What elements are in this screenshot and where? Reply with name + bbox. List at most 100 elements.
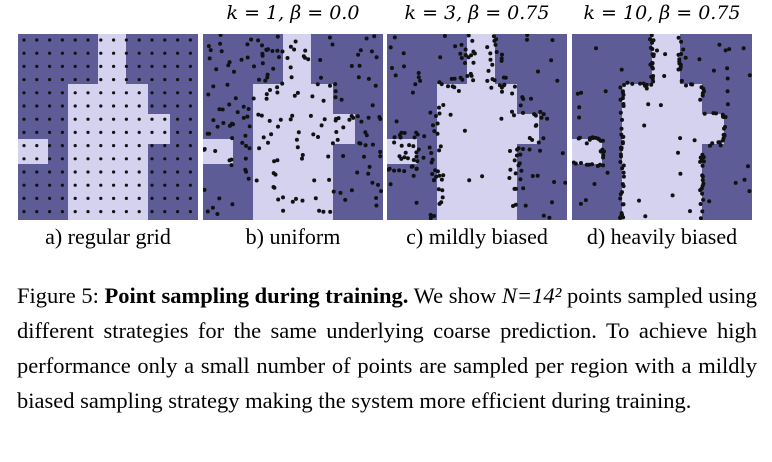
sample-point bbox=[488, 51, 493, 56]
sample-point bbox=[176, 51, 180, 55]
sample-point bbox=[112, 144, 116, 148]
sample-point bbox=[620, 117, 624, 122]
sample-point bbox=[701, 155, 706, 160]
sample-point bbox=[437, 105, 441, 110]
sample-point bbox=[35, 38, 39, 42]
sample-point bbox=[163, 144, 167, 148]
sample-point bbox=[655, 48, 659, 53]
sample-point bbox=[150, 38, 154, 42]
sample-point bbox=[163, 117, 167, 121]
sample-point bbox=[679, 39, 684, 44]
sample-point bbox=[22, 183, 26, 187]
sample-point bbox=[188, 117, 192, 121]
sample-point bbox=[163, 104, 167, 108]
sample-point bbox=[112, 170, 116, 174]
foreground-region bbox=[18, 139, 48, 164]
sample-point bbox=[630, 81, 635, 86]
sample-point bbox=[527, 136, 532, 140]
sample-point bbox=[689, 82, 693, 87]
sample-point bbox=[437, 148, 442, 153]
sample-point bbox=[275, 158, 280, 163]
sample-point bbox=[649, 34, 654, 38]
sample-point bbox=[501, 75, 506, 80]
sample-point bbox=[349, 188, 354, 193]
sample-point bbox=[471, 78, 476, 83]
sample-point bbox=[618, 214, 623, 219]
sample-point bbox=[22, 144, 26, 148]
sample-point bbox=[459, 56, 464, 60]
sample-point bbox=[393, 73, 398, 78]
sample-point bbox=[249, 37, 254, 42]
sample-point bbox=[311, 132, 316, 137]
sample-point bbox=[22, 104, 26, 108]
sample-point bbox=[583, 198, 588, 203]
sample-point bbox=[99, 91, 103, 95]
sample-point bbox=[485, 78, 490, 83]
sample-point bbox=[86, 130, 90, 134]
sample-point bbox=[240, 140, 245, 145]
sample-point bbox=[99, 196, 103, 200]
sample-point bbox=[437, 111, 442, 116]
sample-point bbox=[150, 51, 154, 55]
sample-point bbox=[112, 104, 116, 108]
sample-point bbox=[357, 141, 362, 146]
sample-point bbox=[618, 196, 623, 201]
sample-point bbox=[48, 183, 52, 187]
sample-point bbox=[418, 78, 423, 83]
sample-point bbox=[333, 82, 338, 87]
sample-point bbox=[378, 154, 383, 159]
sample-point bbox=[150, 104, 154, 108]
sample-point bbox=[725, 76, 730, 81]
sample-point bbox=[99, 183, 103, 187]
sample-point bbox=[698, 216, 703, 220]
sample-point bbox=[536, 69, 540, 74]
sample-point bbox=[429, 151, 434, 155]
sample-point bbox=[490, 77, 495, 82]
sample-point bbox=[176, 104, 180, 108]
sample-point bbox=[602, 149, 606, 154]
sample-point bbox=[584, 141, 589, 146]
sample-point bbox=[35, 117, 39, 121]
sample-point bbox=[333, 89, 338, 94]
sample-point bbox=[619, 126, 624, 131]
sample-point bbox=[438, 144, 443, 149]
sample-point bbox=[399, 130, 404, 135]
sample-point bbox=[415, 159, 420, 164]
sample-point bbox=[339, 97, 344, 102]
sample-point bbox=[60, 38, 64, 42]
sample-point bbox=[701, 197, 706, 202]
sample-point bbox=[275, 90, 280, 95]
sample-point bbox=[469, 73, 474, 78]
sample-point bbox=[295, 145, 300, 150]
sample-point bbox=[35, 183, 39, 187]
sampling-plot-b bbox=[203, 34, 383, 220]
sample-point bbox=[264, 92, 269, 97]
sample-point bbox=[137, 130, 141, 134]
sample-point bbox=[538, 109, 543, 114]
sample-point bbox=[648, 37, 652, 42]
sample-point bbox=[702, 111, 707, 116]
sample-point bbox=[73, 64, 77, 68]
sample-point bbox=[335, 137, 340, 142]
sample-point bbox=[338, 190, 343, 195]
sample-point bbox=[411, 173, 416, 178]
sample-point bbox=[700, 174, 705, 179]
sample-point bbox=[575, 91, 580, 96]
sample-point bbox=[321, 209, 326, 214]
sample-point bbox=[333, 95, 338, 100]
sample-point bbox=[411, 158, 416, 162]
sample-point bbox=[256, 112, 261, 117]
sample-point bbox=[378, 117, 383, 121]
sample-point bbox=[521, 110, 525, 115]
sample-point bbox=[35, 51, 39, 55]
subcaption-d: d) heavily biased bbox=[586, 224, 738, 249]
sample-point bbox=[247, 124, 252, 129]
sample-point bbox=[73, 51, 77, 55]
sample-point bbox=[621, 184, 626, 189]
sample-point bbox=[414, 150, 419, 155]
sample-point bbox=[405, 156, 410, 161]
sample-point bbox=[550, 200, 554, 205]
sample-point bbox=[469, 53, 474, 58]
sample-point bbox=[150, 210, 154, 214]
sample-point bbox=[86, 51, 90, 55]
